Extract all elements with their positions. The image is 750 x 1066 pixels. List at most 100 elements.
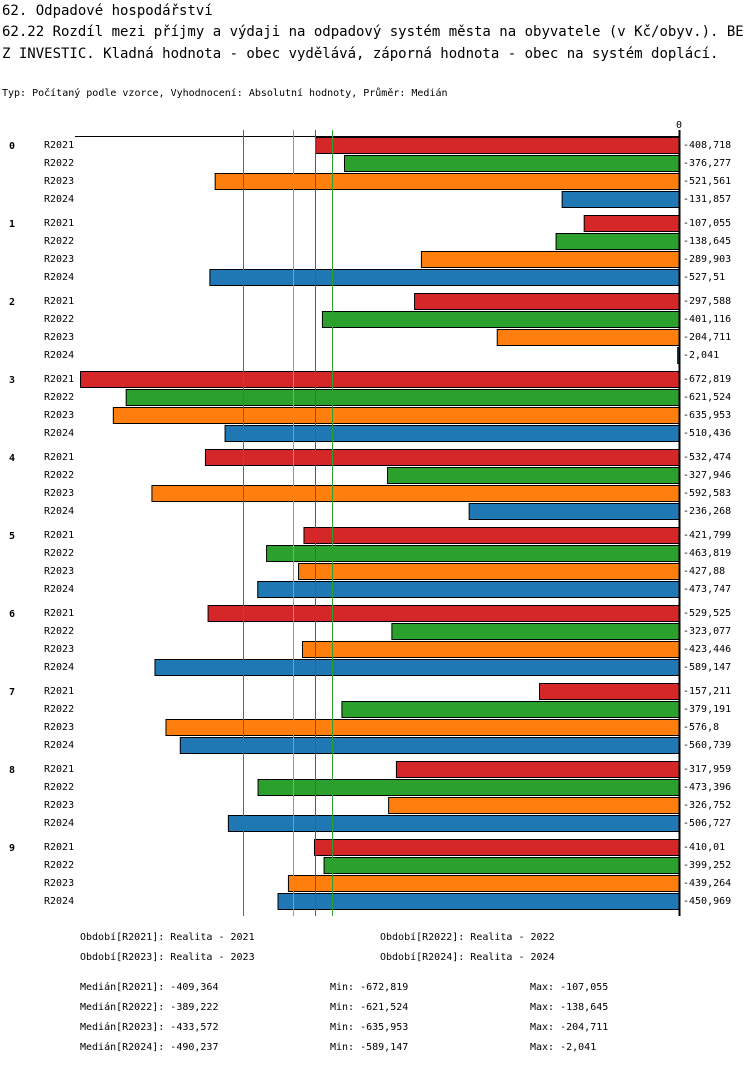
- series-label: R2024: [44, 740, 74, 751]
- bar-r2021-5: [303, 527, 680, 544]
- bar-r2021-2: [414, 293, 680, 310]
- value-label: -473,396: [683, 782, 731, 793]
- value-label: -2,041: [683, 350, 719, 361]
- value-label: -450,969: [683, 896, 731, 907]
- stat-min: Min: -621,524: [330, 1002, 409, 1013]
- series-label: R2021: [44, 608, 74, 619]
- series-label: R2023: [44, 644, 74, 655]
- series-label: R2024: [44, 272, 74, 283]
- series-label: R2021: [44, 842, 74, 853]
- series-label: R2022: [44, 704, 74, 715]
- bar-r2024-6: [154, 659, 681, 676]
- value-label: -410,01: [683, 842, 725, 853]
- bar-r2023-4: [151, 485, 681, 502]
- bar-r2023-6: [302, 641, 680, 658]
- category-label: 7: [9, 687, 15, 698]
- chart-subtitle: 62.22 Rozdíl mezi příjmy a výdaji na odp…: [2, 24, 744, 62]
- value-label: -327,946: [683, 470, 731, 481]
- bar-r2024-8: [227, 815, 680, 832]
- series-label: R2022: [44, 158, 74, 169]
- value-label: -376,277: [683, 158, 731, 169]
- series-label: R2021: [44, 140, 74, 151]
- value-label: -592,583: [683, 488, 731, 499]
- bar-r2022-6: [391, 623, 680, 640]
- bar-r2024-9: [277, 893, 680, 910]
- series-label: R2024: [44, 194, 74, 205]
- series-label: R2022: [44, 548, 74, 559]
- series-label: R2021: [44, 686, 74, 697]
- value-label: -138,645: [683, 236, 731, 247]
- value-label: -107,055: [683, 218, 731, 229]
- value-label: -289,903: [683, 254, 731, 265]
- series-label: R2024: [44, 662, 74, 673]
- value-label: -529,525: [683, 608, 731, 619]
- series-label: R2021: [44, 530, 74, 541]
- category-label: 6: [9, 609, 15, 620]
- bar-r2024-5: [257, 581, 680, 598]
- bar-r2023-0: [214, 173, 681, 190]
- value-label: -439,264: [683, 878, 731, 889]
- chart-info: Typ: Počítaný podle vzorce, Vyhodnocení:…: [2, 88, 448, 99]
- value-label: -527,51: [683, 272, 725, 283]
- bar-r2023-8: [388, 797, 680, 814]
- category-label: 0: [9, 141, 15, 152]
- bar-r2024-7: [179, 737, 681, 754]
- bar-r2024-4: [468, 503, 681, 520]
- bar-r2021-0: [315, 137, 680, 154]
- stat-max: Max: -138,645: [530, 1002, 609, 1013]
- category-label: 2: [9, 297, 15, 308]
- value-label: -589,147: [683, 662, 731, 673]
- page-title: 62. Odpadové hospodářství: [2, 3, 213, 19]
- series-label: R2022: [44, 470, 74, 481]
- category-label: 1: [9, 219, 15, 230]
- value-label: -131,857: [683, 194, 731, 205]
- value-label: -506,727: [683, 818, 731, 829]
- value-label: -423,446: [683, 644, 731, 655]
- bar-r2022-1: [555, 233, 681, 250]
- value-label: -379,191: [683, 704, 731, 715]
- bar-r2022-0: [344, 155, 680, 172]
- bar-r2022-8: [257, 779, 680, 796]
- bar-r2022-5: [266, 545, 680, 562]
- value-label: -157,211: [683, 686, 731, 697]
- series-label: R2021: [44, 296, 74, 307]
- value-label: -326,752: [683, 800, 731, 811]
- series-label: R2023: [44, 254, 74, 265]
- series-label: R2023: [44, 566, 74, 577]
- bar-r2021-8: [395, 761, 680, 778]
- value-label: -672,819: [683, 374, 731, 385]
- bar-r2021-6: [207, 605, 680, 622]
- value-label: -323,077: [683, 626, 731, 637]
- series-label: R2021: [44, 764, 74, 775]
- bar-r2021-1: [583, 215, 681, 232]
- bar-r2022-9: [323, 857, 680, 874]
- category-label: 3: [9, 375, 15, 386]
- value-label: -532,474: [683, 452, 731, 463]
- bar-r2022-7: [341, 701, 680, 718]
- value-label: -521,561: [683, 176, 731, 187]
- series-label: R2022: [44, 392, 74, 403]
- stat-median: Medián[R2024]: -490,237: [80, 1042, 219, 1053]
- bar-r2023-1: [420, 251, 680, 268]
- series-label: R2024: [44, 896, 74, 907]
- series-label: R2023: [44, 722, 74, 733]
- series-label: R2022: [44, 860, 74, 871]
- series-label: R2023: [44, 488, 74, 499]
- value-label: -635,953: [683, 410, 731, 421]
- legend-r2024: Období[R2024]: Realita - 2024: [380, 952, 555, 963]
- legend-r2021: Období[R2021]: Realita - 2021: [80, 932, 255, 943]
- series-label: R2022: [44, 314, 74, 325]
- bar-r2021-7: [539, 683, 680, 700]
- series-label: R2024: [44, 506, 74, 517]
- value-label: -463,819: [683, 548, 731, 559]
- bar-r2024-1: [209, 269, 681, 286]
- value-label: -297,588: [683, 296, 731, 307]
- bar-r2022-4: [387, 467, 680, 484]
- category-label: 9: [9, 843, 15, 854]
- value-label: -576,8: [683, 722, 719, 733]
- bar-r2023-2: [496, 329, 680, 346]
- bar-r2021-9: [313, 839, 680, 856]
- series-label: R2024: [44, 584, 74, 595]
- value-label: -510,436: [683, 428, 731, 439]
- bar-r2023-9: [287, 875, 680, 892]
